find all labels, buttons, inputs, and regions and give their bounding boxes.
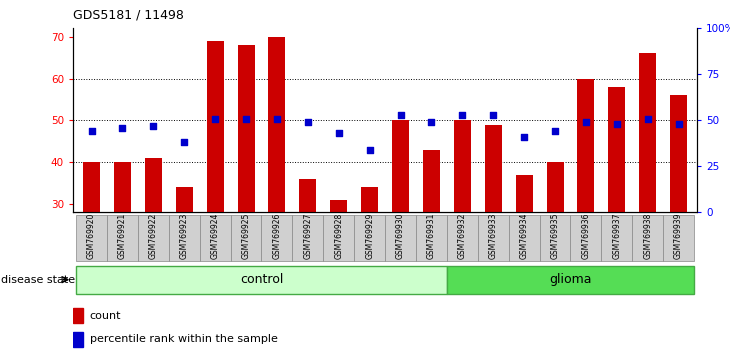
Point: [549, 129, 561, 134]
Bar: [385, 215, 416, 261]
Bar: [83, 162, 100, 212]
Bar: [632, 215, 663, 261]
Text: GSM769926: GSM769926: [272, 212, 282, 259]
Bar: [361, 187, 378, 212]
Bar: [509, 215, 539, 261]
Text: GSM769929: GSM769929: [365, 212, 374, 259]
Bar: [269, 37, 285, 212]
Point: [456, 112, 468, 118]
Text: GSM769931: GSM769931: [427, 212, 436, 259]
Text: GSM769939: GSM769939: [674, 212, 683, 259]
Text: percentile rank within the sample: percentile rank within the sample: [90, 334, 277, 344]
Bar: [114, 162, 131, 212]
Text: GSM769938: GSM769938: [643, 212, 652, 259]
Bar: [145, 158, 162, 212]
Bar: [207, 41, 223, 212]
Text: glioma: glioma: [549, 273, 592, 286]
Bar: [237, 45, 255, 212]
Bar: [299, 179, 316, 212]
Bar: [169, 215, 200, 261]
Bar: [454, 120, 471, 212]
Bar: [176, 187, 193, 212]
Point: [302, 119, 314, 125]
Bar: [293, 215, 323, 261]
Bar: [261, 215, 293, 261]
Bar: [330, 200, 347, 212]
Bar: [354, 215, 385, 261]
Text: GSM769925: GSM769925: [242, 212, 250, 259]
Text: disease state: disease state: [1, 275, 75, 285]
Text: GSM769932: GSM769932: [458, 212, 466, 259]
Bar: [107, 215, 138, 261]
Text: GSM769921: GSM769921: [118, 212, 127, 259]
Text: GSM769927: GSM769927: [304, 212, 312, 259]
Bar: [392, 120, 409, 212]
Point: [210, 116, 221, 121]
Bar: [423, 150, 440, 212]
Point: [117, 125, 128, 131]
Bar: [515, 175, 533, 212]
Point: [488, 112, 499, 118]
Bar: [323, 215, 354, 261]
Text: GSM769930: GSM769930: [396, 212, 405, 259]
Bar: [577, 79, 594, 212]
Text: count: count: [90, 311, 121, 321]
Bar: [447, 266, 694, 294]
Point: [426, 119, 437, 125]
Bar: [539, 215, 570, 261]
Bar: [602, 215, 632, 261]
Text: GSM769935: GSM769935: [550, 212, 559, 259]
Bar: [639, 53, 656, 212]
Bar: [663, 215, 694, 261]
Bar: [485, 125, 502, 212]
Bar: [76, 215, 107, 261]
Point: [85, 129, 97, 134]
Bar: [416, 215, 447, 261]
Point: [580, 119, 592, 125]
Bar: [570, 215, 602, 261]
Text: GSM769937: GSM769937: [612, 212, 621, 259]
Point: [333, 130, 345, 136]
Text: control: control: [239, 273, 283, 286]
Bar: [231, 215, 261, 261]
Point: [518, 134, 530, 140]
Point: [395, 112, 407, 118]
Text: GDS5181 / 11498: GDS5181 / 11498: [73, 9, 184, 22]
Point: [240, 116, 252, 121]
Point: [673, 121, 685, 127]
Point: [271, 116, 283, 121]
Point: [611, 121, 623, 127]
Text: GSM769936: GSM769936: [581, 212, 591, 259]
Point: [642, 116, 653, 121]
Bar: [477, 215, 509, 261]
Bar: [73, 332, 82, 347]
Bar: [73, 308, 82, 323]
Text: GSM769922: GSM769922: [149, 212, 158, 259]
Bar: [76, 266, 447, 294]
Point: [364, 147, 375, 153]
Text: GSM769923: GSM769923: [180, 212, 189, 259]
Bar: [547, 162, 564, 212]
Text: GSM769934: GSM769934: [520, 212, 529, 259]
Bar: [138, 215, 169, 261]
Bar: [608, 87, 626, 212]
Bar: [447, 215, 477, 261]
Point: [147, 123, 159, 129]
Text: GSM769924: GSM769924: [211, 212, 220, 259]
Point: [178, 139, 190, 145]
Text: GSM769920: GSM769920: [87, 212, 96, 259]
Bar: [670, 95, 687, 212]
Bar: [200, 215, 231, 261]
Text: GSM769933: GSM769933: [488, 212, 498, 259]
Text: GSM769928: GSM769928: [334, 212, 343, 259]
